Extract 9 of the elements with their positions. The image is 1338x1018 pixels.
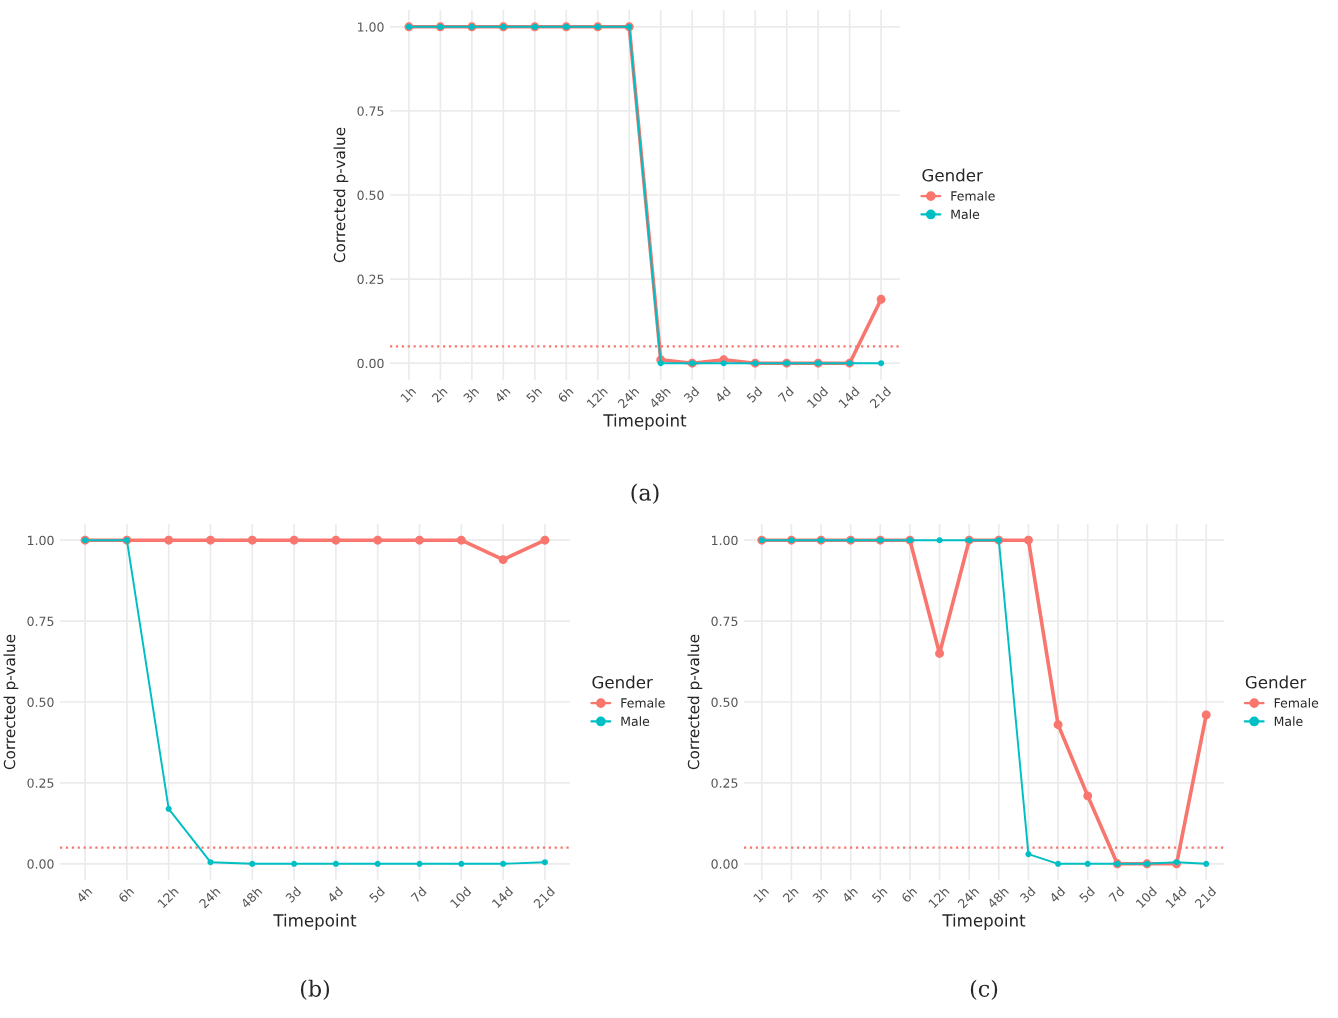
text: (a)	[631, 483, 659, 504]
legend-title: Gender	[922, 168, 983, 182]
x-axis-title: Timepoint	[273, 913, 357, 930]
legend-title: Gender	[592, 675, 653, 689]
legend-title: Gender	[1245, 675, 1307, 689]
text: (b)	[300, 979, 330, 1001]
x-axis-title: Timepoint	[942, 913, 1026, 930]
x-axis-title: Timepoint	[603, 413, 687, 430]
text: (c)	[970, 979, 998, 1001]
